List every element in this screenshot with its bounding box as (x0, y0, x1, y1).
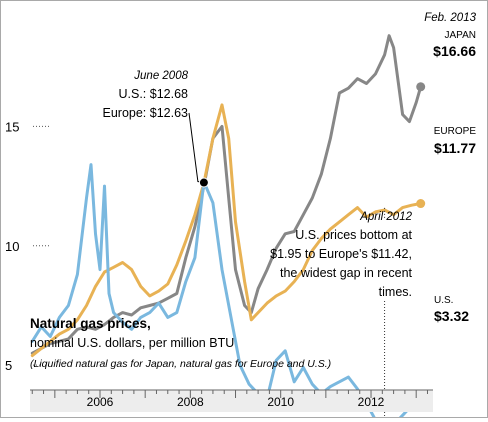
x-tick-label-2006: 2006 (87, 395, 114, 409)
us-series-name: U.S. (434, 295, 453, 306)
april2012-line1: U.S. prices bottom at (295, 228, 412, 242)
april2012-line3: the widest gap in recent (280, 266, 413, 280)
x-axis: 2006 2008 2010 2012 (30, 389, 433, 412)
japan-end-value: $16.66 (433, 43, 476, 59)
y-tick-label-10: 10 (5, 239, 19, 254)
japan-end-marker (416, 82, 426, 92)
june2008-marker (198, 177, 209, 188)
june2008-leader-line (188, 112, 204, 184)
europe-end-value: $11.77 (434, 140, 476, 156)
feb-2013-label: Feb. 2013 (424, 12, 476, 24)
europe-end-marker (416, 199, 426, 209)
chart-title: Natural gas prices, (30, 316, 151, 331)
chart-note: (Liquified natural gas for Japan, natura… (30, 358, 331, 370)
chart-subtitle: nominal U.S. dollars, per million BTU (30, 336, 234, 350)
april2012-line4: times. (379, 285, 412, 299)
april2012-title: April 2012 (359, 211, 412, 223)
june2008-europe-value: Europe: $12.63 (103, 106, 189, 120)
june2008-us-value: U.S.: $12.68 (119, 87, 189, 101)
x-tick-label-2010: 2010 (267, 395, 294, 409)
europe-series-name: EUROPE (434, 126, 477, 137)
june2008-title: June 2008 (133, 70, 188, 82)
us-line (30, 163, 423, 422)
annotations-layer (188, 112, 386, 422)
japan-series-name: JAPAN (445, 30, 477, 41)
x-axis-band (30, 390, 433, 412)
grid-layer: 5 10 15 (5, 119, 50, 373)
x-tick-label-2012: 2012 (358, 395, 385, 409)
y-tick-label-15: 15 (5, 119, 19, 134)
us-end-value: $3.32 (434, 308, 469, 324)
april2012-line2: $1.95 to Europe's $11.42, (270, 247, 412, 261)
japan-line (30, 34, 423, 355)
y-tick-label-5: 5 (5, 358, 12, 373)
x-tick-label-2008: 2008 (177, 395, 204, 409)
europe-line (30, 103, 423, 358)
